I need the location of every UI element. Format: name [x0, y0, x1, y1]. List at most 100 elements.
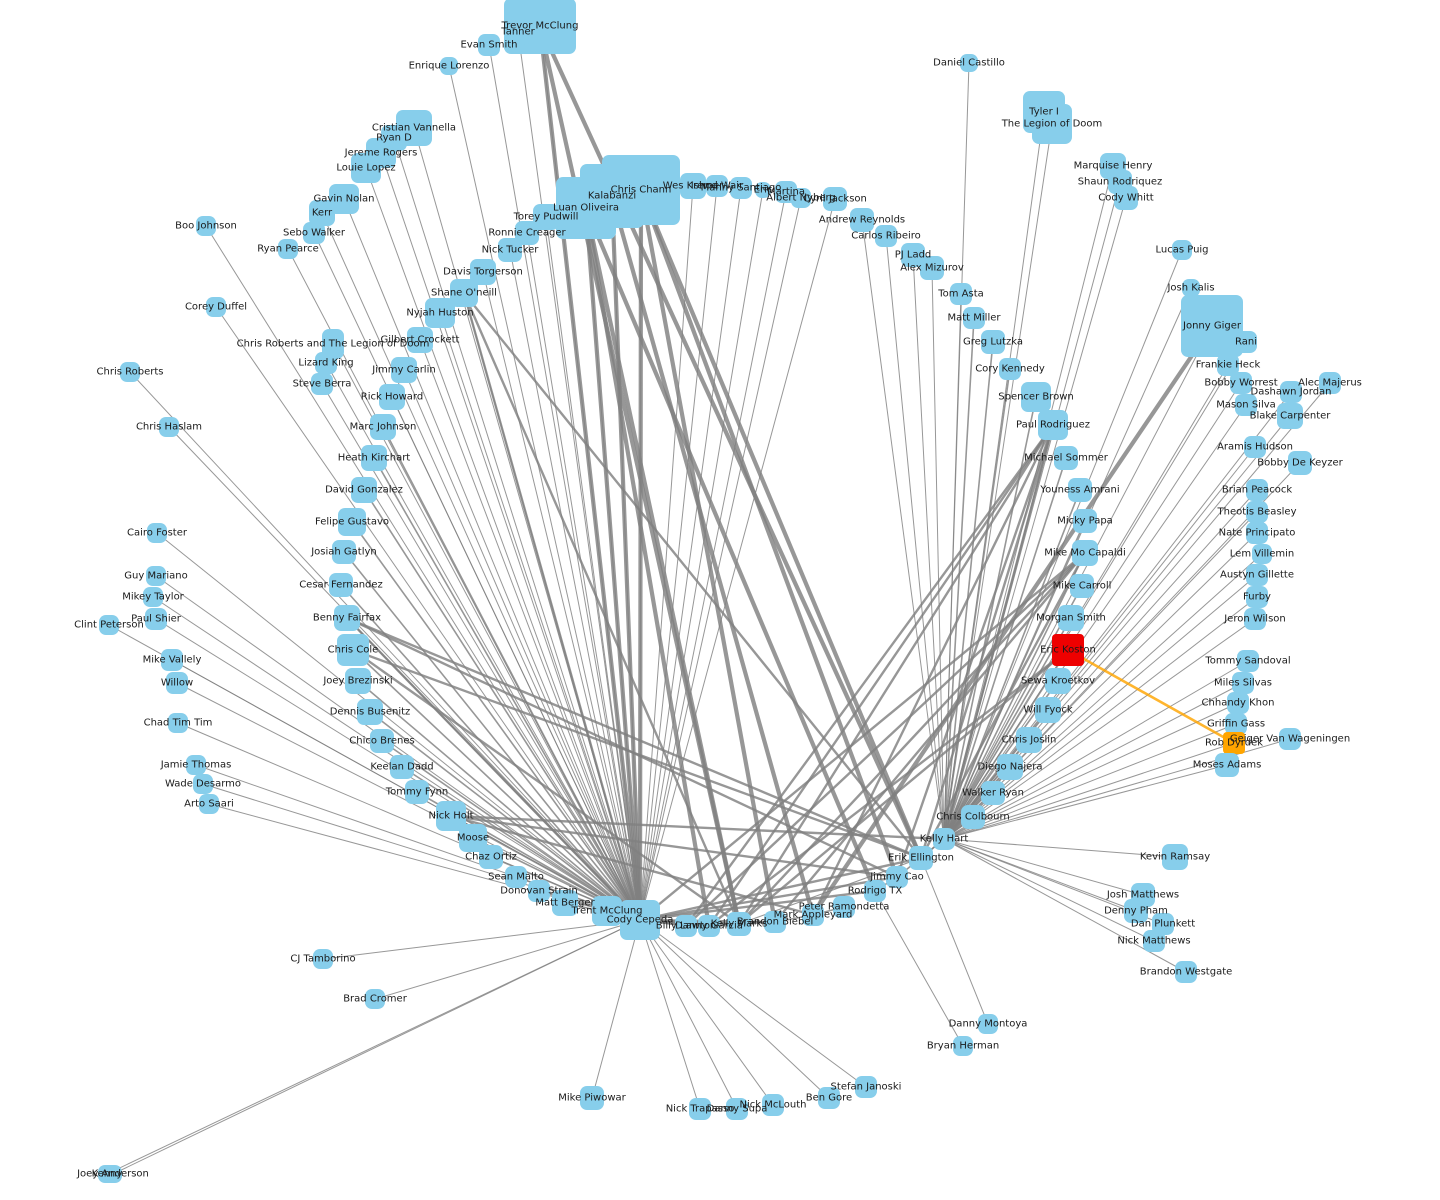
graph-node[interactable] — [963, 307, 985, 329]
graph-node[interactable] — [206, 297, 226, 317]
graph-node[interactable] — [823, 187, 847, 211]
graph-node[interactable] — [997, 754, 1023, 780]
graph-node[interactable] — [850, 208, 874, 232]
graph-node[interactable] — [1058, 605, 1084, 631]
graph-node[interactable] — [196, 216, 216, 236]
graph-node[interactable] — [730, 177, 752, 199]
graph-node[interactable] — [960, 54, 978, 72]
graph-node[interactable] — [278, 239, 298, 259]
graph-node[interactable] — [953, 1036, 973, 1056]
graph-node[interactable] — [1227, 692, 1249, 714]
graph-node[interactable] — [1152, 913, 1174, 935]
graph-node[interactable] — [706, 175, 728, 197]
graph-node[interactable] — [407, 327, 433, 353]
graph-node[interactable] — [332, 540, 356, 564]
graph-node[interactable] — [1045, 668, 1071, 694]
graph-node[interactable] — [391, 357, 417, 383]
graph-node[interactable] — [592, 896, 622, 926]
graph-node[interactable] — [1038, 410, 1068, 440]
graph-node[interactable] — [1235, 331, 1257, 353]
graph-node[interactable] — [365, 989, 385, 1009]
graph-node[interactable] — [961, 805, 985, 829]
graph-node[interactable] — [1246, 522, 1268, 544]
graph-node[interactable] — [1175, 961, 1197, 983]
graph-node[interactable] — [337, 634, 369, 666]
graph-node[interactable] — [357, 699, 383, 725]
graph-node[interactable] — [762, 1094, 784, 1116]
graph-node[interactable] — [315, 352, 337, 374]
graph-node[interactable] — [950, 283, 972, 305]
graph-node[interactable] — [338, 508, 366, 536]
graph-node[interactable] — [764, 911, 786, 933]
graph-node[interactable] — [166, 672, 188, 694]
graph-node[interactable] — [99, 615, 119, 635]
graph-node[interactable] — [1217, 354, 1239, 376]
graph-node[interactable] — [1252, 544, 1272, 564]
graph-node[interactable] — [886, 866, 908, 888]
graph-node[interactable] — [1114, 186, 1138, 210]
graph-node[interactable] — [425, 298, 455, 328]
graph-node[interactable] — [791, 188, 811, 208]
graph-node[interactable] — [1124, 899, 1148, 923]
graph-node[interactable] — [143, 587, 163, 607]
graph-node[interactable] — [498, 238, 522, 262]
graph-node[interactable] — [727, 912, 751, 936]
graph-node[interactable] — [1288, 451, 1312, 475]
graph-node[interactable] — [689, 1098, 711, 1120]
graph-node[interactable] — [1016, 727, 1042, 753]
graph-node[interactable] — [370, 729, 394, 753]
graph-node[interactable] — [1143, 930, 1165, 952]
graph-node[interactable] — [981, 781, 1005, 805]
graph-node[interactable] — [351, 477, 377, 503]
graph-node[interactable] — [478, 34, 500, 56]
graph-node[interactable] — [405, 780, 429, 804]
graph-node[interactable] — [199, 794, 219, 814]
graph-node[interactable] — [345, 668, 371, 694]
graph-node[interactable] — [1021, 382, 1051, 412]
graph-node[interactable] — [978, 1014, 998, 1034]
graph-node[interactable] — [1225, 713, 1247, 735]
graph-node[interactable] — [1246, 586, 1268, 608]
graph-node[interactable] — [1277, 403, 1303, 429]
graph-node[interactable] — [1246, 564, 1268, 586]
graph-node[interactable] — [159, 417, 179, 437]
graph-node[interactable] — [311, 373, 333, 395]
graph-node[interactable] — [1230, 372, 1252, 394]
graph-node[interactable] — [479, 845, 503, 869]
graph-node[interactable] — [379, 384, 405, 410]
graph-node[interactable] — [1182, 279, 1200, 297]
graph-node[interactable] — [390, 755, 414, 779]
graph-node[interactable] — [303, 222, 325, 244]
graph-node[interactable] — [145, 608, 167, 630]
graph-node[interactable] — [313, 949, 333, 969]
graph-node[interactable] — [875, 225, 897, 247]
graph-node[interactable] — [1172, 240, 1192, 260]
graph-node[interactable] — [818, 1087, 840, 1109]
graph-node[interactable] — [528, 880, 550, 902]
graph-node[interactable] — [552, 890, 578, 916]
graph-node[interactable] — [168, 713, 188, 733]
graph-node[interactable] — [505, 866, 527, 888]
graph-node[interactable] — [161, 649, 183, 671]
graph-node[interactable] — [1072, 540, 1098, 566]
graph-node[interactable] — [755, 182, 771, 198]
graph-node[interactable] — [1032, 104, 1072, 144]
graph-node[interactable] — [1073, 509, 1097, 533]
graph-node[interactable] — [193, 774, 213, 794]
graph-node[interactable] — [981, 330, 1005, 354]
graph-node[interactable] — [680, 173, 706, 199]
graph-node[interactable] — [146, 566, 166, 586]
graph-node[interactable] — [999, 358, 1021, 380]
graph-node[interactable] — [1244, 608, 1266, 630]
graph-node[interactable] — [1181, 295, 1243, 357]
graph-node[interactable] — [186, 755, 206, 775]
graph-node[interactable] — [147, 523, 167, 543]
graph-node[interactable] — [1246, 501, 1268, 523]
graph-node[interactable] — [620, 900, 660, 940]
graph-node[interactable] — [864, 880, 886, 902]
graph-node[interactable] — [322, 329, 344, 359]
graph-node[interactable] — [833, 896, 855, 918]
graph-node[interactable] — [361, 445, 387, 471]
graph-node[interactable] — [1235, 394, 1257, 416]
